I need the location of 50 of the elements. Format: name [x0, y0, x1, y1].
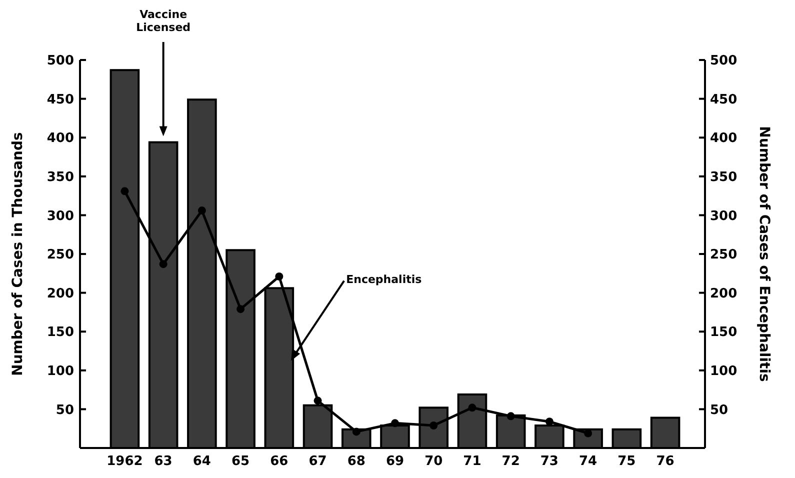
- x-tick-label: 70: [424, 454, 443, 469]
- point: [352, 428, 360, 436]
- point: [391, 419, 399, 428]
- x-tick-label: 74: [579, 454, 598, 469]
- point: [314, 396, 322, 405]
- y-tick-label: 450: [46, 92, 74, 108]
- y2-tick-label: 250: [710, 248, 738, 263]
- y-axis-title: Number of Cases in Thousands: [10, 132, 26, 376]
- y-tick-label: 300: [46, 208, 74, 224]
- text: Encephalitis: [346, 272, 422, 286]
- y2-tick-label: 500: [710, 54, 738, 69]
- y2-tick-label: 400: [710, 131, 738, 146]
- x-tick-label: 71: [463, 454, 482, 469]
- point: [275, 272, 284, 281]
- y-tick-label: 350: [46, 170, 74, 185]
- y-tick-label: 400: [46, 131, 74, 146]
- x-tick-label: 65: [232, 454, 250, 469]
- x-tick-label: 69: [386, 454, 404, 469]
- x-tick-label: 68: [347, 454, 366, 469]
- y-tick-label: 500: [46, 54, 74, 69]
- point: [506, 412, 515, 420]
- y2-tick-label: 450: [710, 92, 738, 108]
- x-tick-label: 75: [618, 454, 636, 469]
- y2-tick-label: 300: [710, 208, 738, 224]
- x-tick-label: 72: [502, 454, 520, 469]
- y-tick-label: 50: [56, 402, 74, 418]
- x-tick-label: 64: [192, 454, 211, 469]
- point: [120, 187, 129, 196]
- text: Vaccine Licensed: [136, 8, 191, 34]
- y-tick-label: 200: [46, 286, 74, 302]
- y2-tick-label: 150: [710, 325, 738, 340]
- y-tick-label: 100: [46, 364, 74, 379]
- x-tick-label: 63: [154, 454, 172, 469]
- point: [468, 404, 476, 412]
- point: [430, 421, 438, 430]
- y-tick-label: 150: [46, 325, 74, 340]
- y2-tick-label: 50: [710, 402, 728, 418]
- point: [198, 206, 206, 215]
- point: [236, 305, 245, 314]
- y2-tick-label: 350: [710, 170, 738, 185]
- y2-axis-title: Number of Cases of Encephalitis: [756, 126, 772, 382]
- point: [159, 260, 168, 268]
- x-tick-label: 76: [656, 454, 674, 469]
- x-tick-label: 67: [308, 454, 327, 469]
- y-tick-label: 250: [46, 248, 74, 263]
- x-tick-label: 66: [270, 454, 288, 469]
- x-tick-label: 73: [540, 454, 558, 469]
- x-tick-label: 1962: [106, 454, 143, 469]
- y2-tick-label: 200: [710, 286, 738, 302]
- y2-tick-label: 100: [710, 364, 738, 379]
